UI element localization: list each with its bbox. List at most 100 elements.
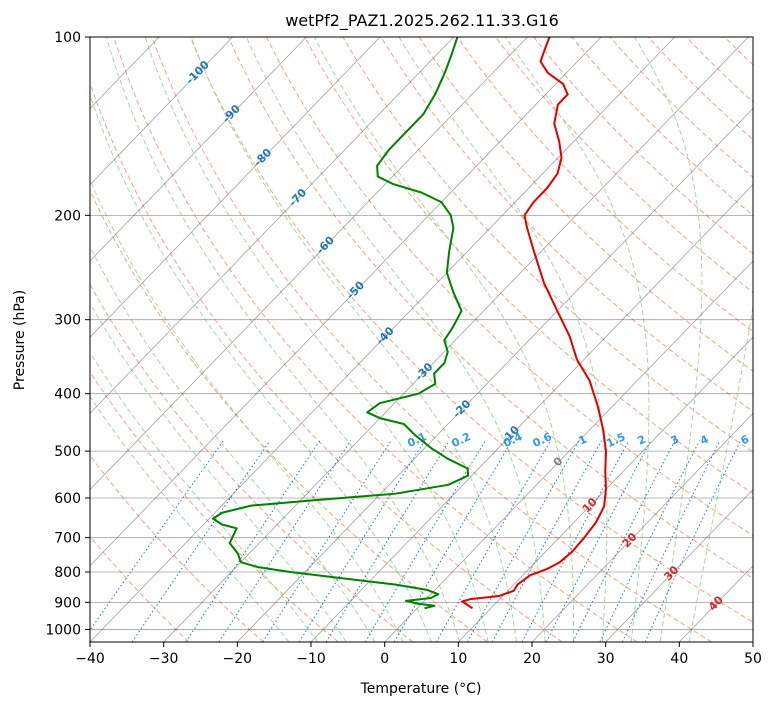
isotherm-line [384,260,753,642]
isotherm-line [90,37,528,491]
dry-adiabat [189,37,753,623]
x-tick-label: 30 [597,651,615,667]
isotherm-line [0,37,12,642]
dry-adiabat [647,37,753,141]
y-tick-label: 1000 [45,622,81,638]
dry-adiabat [495,37,753,293]
moist-adiabat [688,303,753,642]
data-series [211,37,607,610]
mixing-ratio-line [298,440,426,642]
dry-adiabat [151,37,712,642]
mixing-ratio-label: 1.5 [604,430,627,450]
mixing-ratio-line [599,440,701,642]
dry-adiabat [90,535,190,642]
mixing-ratio-line [325,440,450,642]
moist-adiabat [90,93,432,642]
mixing-ratio-line [572,440,676,642]
dry-adiabat [571,37,753,216]
x-axis-ticks: −40 −30 −20 −10 0 10 20 30 40 50 [75,642,762,667]
moist-adiabat [90,351,319,642]
x-tick-label: −20 [223,651,253,667]
dry-adiabat [304,37,753,495]
isotherm-line [90,37,234,186]
isotherm-line [90,37,381,338]
y-tick-label: 100 [54,30,81,46]
dry-adiabat [90,189,488,642]
mixing-ratio-label: 2 [636,433,648,448]
mixing-ratio-line [131,440,271,642]
x-tick-label: −10 [296,651,326,667]
x-tick-label: 0 [380,651,389,667]
isotherm-line [90,37,602,567]
mixing-ratio-label: 4 [698,432,711,447]
moist-adiabat [634,37,703,642]
background-lines [0,37,775,642]
dry-adiabat [90,81,563,642]
y-tick-label: 200 [54,208,81,224]
y-axis-ticks: 100 200 300 400 500 600 700 800 900 1000 [45,30,90,638]
isotherm-line [605,488,753,642]
isotherm-line [752,641,753,642]
chart-title: wetPf2_PAZ1.2025.262.11.33.G16 [285,11,559,31]
mixing-ratio-line [262,440,392,642]
mixing-ratio-line [435,440,552,642]
moist-adiabat [190,37,517,642]
x-axis-label: Temperature (°C) [360,681,482,697]
dry-adiabat [90,454,264,642]
y-tick-label: 900 [54,595,81,611]
dry-adiabat [227,37,753,580]
dry-adiabat [456,37,753,333]
dry-adiabat [90,371,339,642]
x-tick-label: −40 [75,651,105,667]
mixing-ratio-line [90,440,224,632]
x-tick-label: −30 [149,651,179,667]
moist-adiabat [90,245,376,642]
mixing-ratio-line [218,440,352,642]
moist-adiabat [144,37,489,642]
y-tick-label: 500 [54,444,81,460]
mixing-ratio-label: 8 [768,433,775,448]
isotherm-line [310,184,753,642]
isotherm-line [90,37,676,642]
moist-adiabat [105,37,461,642]
x-tick-label: 50 [744,651,762,667]
moist-adiabat [245,37,546,642]
isotherm-line [163,37,749,642]
mixing-ratio-line [393,440,513,642]
dry-adiabat [724,37,753,66]
moist-adiabat [505,37,650,642]
mixing-ratio-line [364,440,486,642]
isotherm-line [531,412,753,642]
mixing-ratio-label: 3 [669,433,681,448]
isotherm-line [458,336,753,642]
isotherm-line [90,37,455,414]
dry-adiabat [266,37,753,537]
dry-adiabat [763,37,775,642]
y-tick-label: 700 [54,531,81,547]
y-tick-label: 800 [54,565,81,581]
mixing-ratio-line [491,440,603,642]
y-tick-label: 400 [54,387,81,403]
mixing-ratio-label: 6 [739,432,752,447]
mixing-ratio-line [644,440,742,642]
mixing-ratio-line [467,440,580,642]
moist-adiabat [90,395,290,642]
x-tick-label: 40 [670,651,688,667]
y-tick-label: 600 [54,491,81,507]
y-axis-label: Pressure (hPa) [12,290,28,390]
x-tick-label: 20 [523,651,541,667]
mixing-ratio-label: 0.6 [531,430,554,450]
plot-frame [89,36,754,643]
dry-adiabat [380,37,753,412]
dry-adiabat [113,37,638,642]
x-tick-label: 10 [449,651,467,667]
moist-adiabat [90,302,347,642]
isotherm-line [90,37,307,262]
mixing-ratio-line [521,440,630,642]
y-tick-label: 300 [54,313,81,329]
moist-adiabat [313,37,575,642]
mixing-ratio-line [185,440,321,642]
dry-adiabat [90,283,414,642]
